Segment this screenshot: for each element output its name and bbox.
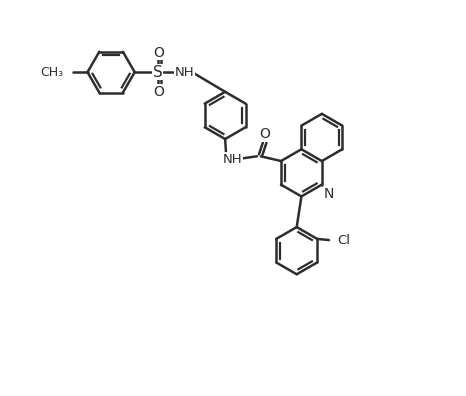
Text: S: S xyxy=(153,65,162,80)
Text: NH: NH xyxy=(222,153,242,166)
Text: O: O xyxy=(154,85,164,99)
Text: N: N xyxy=(324,187,334,201)
Text: CH₃: CH₃ xyxy=(40,66,63,79)
Text: O: O xyxy=(260,127,270,141)
Text: NH: NH xyxy=(174,66,194,79)
Text: Cl: Cl xyxy=(337,234,350,248)
Text: O: O xyxy=(154,46,164,59)
